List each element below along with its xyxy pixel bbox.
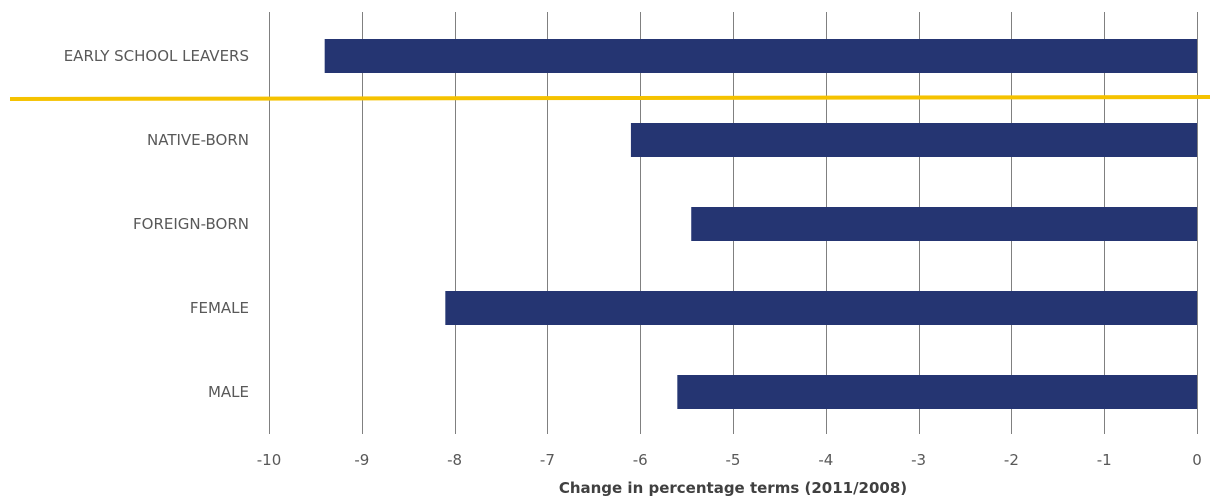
x-tick-label: 0 — [1192, 451, 1202, 469]
x-tick-label: -8 — [447, 451, 462, 469]
category-labels: EARLY SCHOOL LEAVERS NATIVE-BORN FOREIGN-B… — [64, 47, 249, 401]
x-tick-label: -9 — [354, 451, 369, 469]
separator-line — [9, 95, 1210, 101]
x-tick-label: -3 — [911, 451, 926, 469]
bar-1 — [630, 123, 1197, 157]
x-tick-label: -7 — [540, 451, 555, 469]
x-tick-label: -2 — [1004, 451, 1019, 469]
bar-0 — [324, 39, 1197, 73]
category-label: NATIVE-BORN — [147, 131, 249, 149]
x-tick-label: -6 — [633, 451, 648, 469]
x-axis-title: Change in percentage terms (2011/2008) — [559, 479, 907, 497]
bar-2 — [691, 207, 1197, 241]
x-tick-label: -5 — [726, 451, 741, 469]
category-label: FEMALE — [190, 299, 249, 317]
x-tick-labels: -10 -9 -8 -7 -6 -5 -4 -3 -2 -1 0 — [257, 451, 1202, 469]
bar-4 — [677, 375, 1197, 409]
bar-3 — [445, 291, 1197, 325]
bars — [324, 39, 1197, 409]
category-label: EARLY SCHOOL LEAVERS — [64, 47, 249, 65]
category-label: FOREIGN-BORN — [133, 215, 249, 233]
x-tick-label: -1 — [1097, 451, 1112, 469]
x-tick-label: -4 — [818, 451, 833, 469]
x-tick-label: -10 — [257, 451, 282, 469]
category-label: MALE — [208, 383, 249, 401]
